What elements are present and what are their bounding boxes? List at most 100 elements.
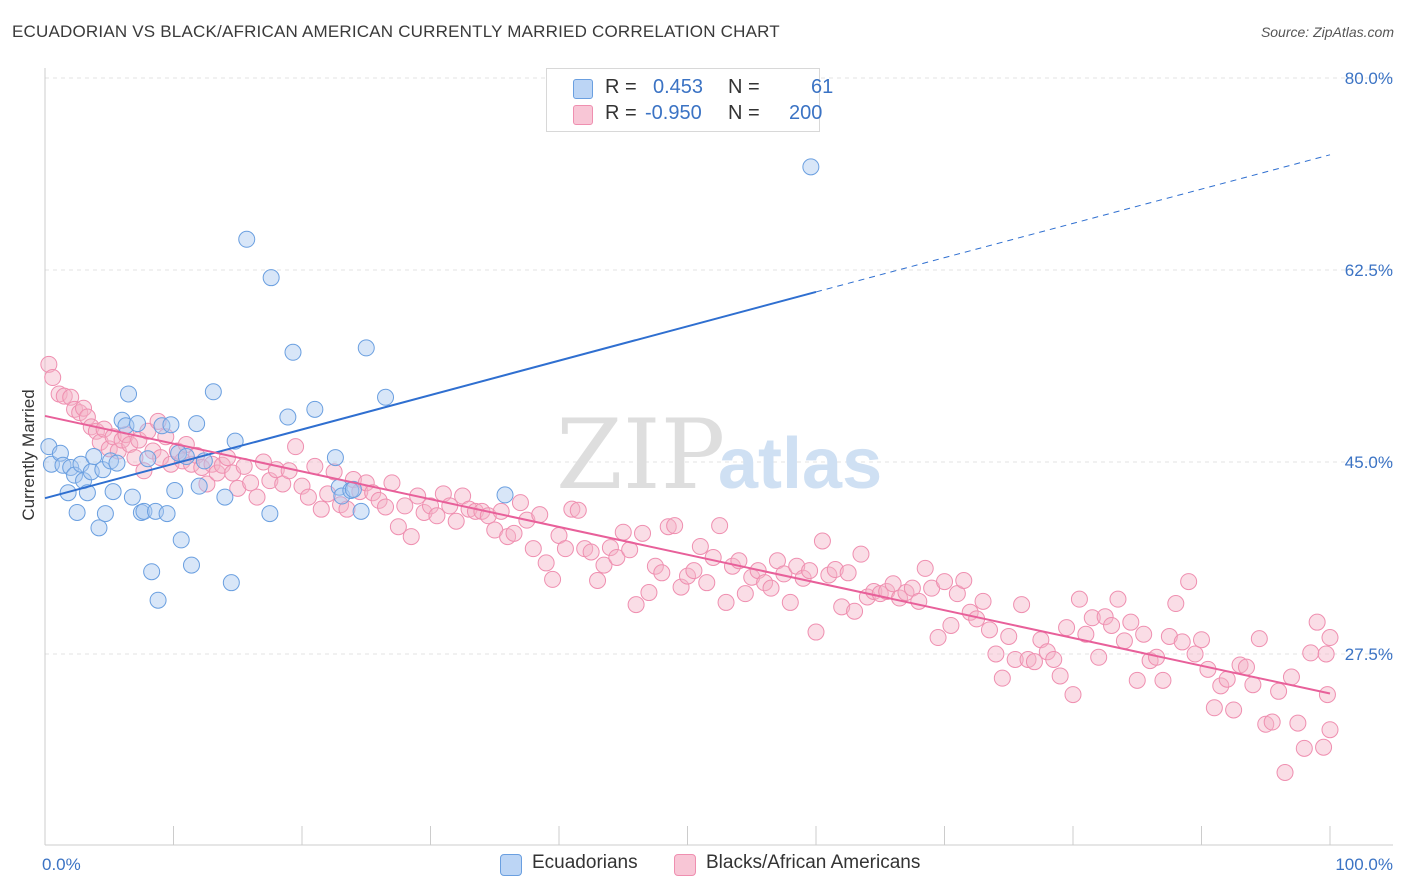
blacks-point: [1103, 616, 1121, 634]
blacks-point: [370, 491, 388, 509]
blacks-point: [987, 645, 1005, 663]
blacks-point: [312, 500, 330, 518]
blacks-point: [415, 503, 433, 521]
blacks-point: [1006, 650, 1024, 668]
ecuadorians-point: [149, 591, 167, 609]
blacks-point: [627, 596, 645, 614]
y-axis-title: Currently Married: [19, 389, 38, 520]
blacks-point: [846, 602, 864, 620]
watermark: ZIP atlas: [556, 399, 882, 511]
series-ecuadorians-points: [40, 158, 820, 609]
blacks-point: [1173, 633, 1191, 651]
blacks-point: [389, 518, 407, 536]
blacks-point: [1205, 699, 1223, 717]
blacks-point: [993, 669, 1011, 687]
blacks-point: [396, 497, 414, 515]
blacks-point: [1318, 686, 1336, 704]
blacks-point: [807, 623, 825, 641]
ecuadorians-point: [104, 483, 122, 501]
bottom-legend-swatch-ecuadorians: [500, 854, 522, 876]
blacks-point: [1308, 613, 1326, 631]
blacks-point: [704, 548, 722, 566]
ecuadorians-point: [204, 383, 222, 401]
blacks-trend-line: [44, 414, 1331, 695]
blacks-point: [126, 449, 144, 467]
blacks-point: [980, 621, 998, 639]
trend-lines: [44, 154, 1331, 695]
blacks-point: [608, 548, 626, 566]
ecuadorians-point: [188, 415, 206, 433]
ecuadorians-point: [216, 488, 234, 506]
ecuadorians-point: [135, 502, 153, 520]
blacks-point: [1321, 629, 1339, 647]
blacks-point: [1025, 653, 1043, 671]
blacks-point: [1160, 627, 1178, 645]
blacks-point: [1282, 668, 1300, 686]
blacks-point: [121, 435, 139, 453]
blacks-point: [1135, 625, 1153, 643]
legend-n-label: N =: [728, 76, 760, 98]
blacks-point: [1289, 714, 1307, 732]
blacks-point: [691, 537, 709, 555]
blacks-point: [1263, 713, 1281, 731]
blacks-point: [40, 355, 58, 373]
ecuadorians-point: [190, 477, 208, 495]
ecuadorians-point: [261, 505, 279, 523]
chart-source: Source: ZipAtlas.com: [1260, 24, 1394, 40]
blacks-point: [1244, 676, 1262, 694]
ecuadorians-trend-line: [44, 290, 817, 500]
blacks-point: [91, 433, 109, 451]
blacks-point: [1064, 686, 1082, 704]
blacks-point: [666, 517, 684, 535]
blacks-point: [1321, 721, 1339, 739]
blacks-point: [261, 472, 279, 490]
watermark-atlas: atlas: [718, 424, 882, 504]
ecuadorians-point: [357, 339, 375, 357]
bottom-legend-swatch-blacks: [674, 854, 696, 876]
x-tick-label: 100.0%: [1335, 855, 1393, 874]
blacks-point: [1090, 648, 1108, 666]
ecuadorians-point: [326, 449, 344, 467]
blacks-point: [248, 488, 266, 506]
legend-n-value: 61: [811, 76, 834, 98]
watermark-zip: ZIP: [556, 399, 725, 511]
blacks-point: [1193, 631, 1210, 649]
blacks-point: [936, 573, 953, 591]
blacks-point: [75, 399, 93, 417]
blacks-point: [1257, 715, 1275, 733]
ecuadorians-point: [352, 502, 370, 520]
blacks-point: [511, 494, 529, 512]
blacks-point: [44, 369, 62, 387]
blacks-point: [287, 438, 305, 456]
blacks-point: [152, 449, 170, 467]
ecuadorians-point: [262, 269, 280, 287]
blacks-point: [229, 479, 247, 497]
axes: [44, 68, 1393, 846]
blacks-point: [537, 554, 555, 572]
blacks-point: [1154, 671, 1172, 689]
blacks-point: [672, 578, 690, 596]
blacks-point: [916, 559, 934, 577]
ecuadorians-point: [153, 417, 171, 435]
bottom-legend-label-blacks: Blacks/African Americans: [706, 852, 921, 873]
series-blacks-points: [40, 355, 1339, 781]
blacks-point: [1167, 595, 1185, 613]
blacks-point: [1218, 670, 1236, 688]
blacks-point: [1000, 627, 1018, 645]
blacks-point: [1109, 590, 1127, 608]
blacks-point: [377, 498, 395, 516]
blacks-point: [1013, 596, 1031, 614]
legend-swatch-blacks: [573, 105, 593, 125]
blacks-point: [1051, 667, 1069, 685]
blacks-point: [826, 561, 844, 579]
legend-r-label: R =: [605, 76, 637, 98]
blacks-point: [1070, 590, 1088, 608]
blacks-point: [66, 400, 84, 418]
blacks-point: [582, 543, 600, 561]
blacks-point: [801, 562, 819, 580]
ecuadorians-point: [172, 531, 190, 549]
blacks-point: [569, 501, 587, 519]
blacks-point: [1295, 739, 1313, 757]
blacks-point: [1077, 625, 1095, 643]
